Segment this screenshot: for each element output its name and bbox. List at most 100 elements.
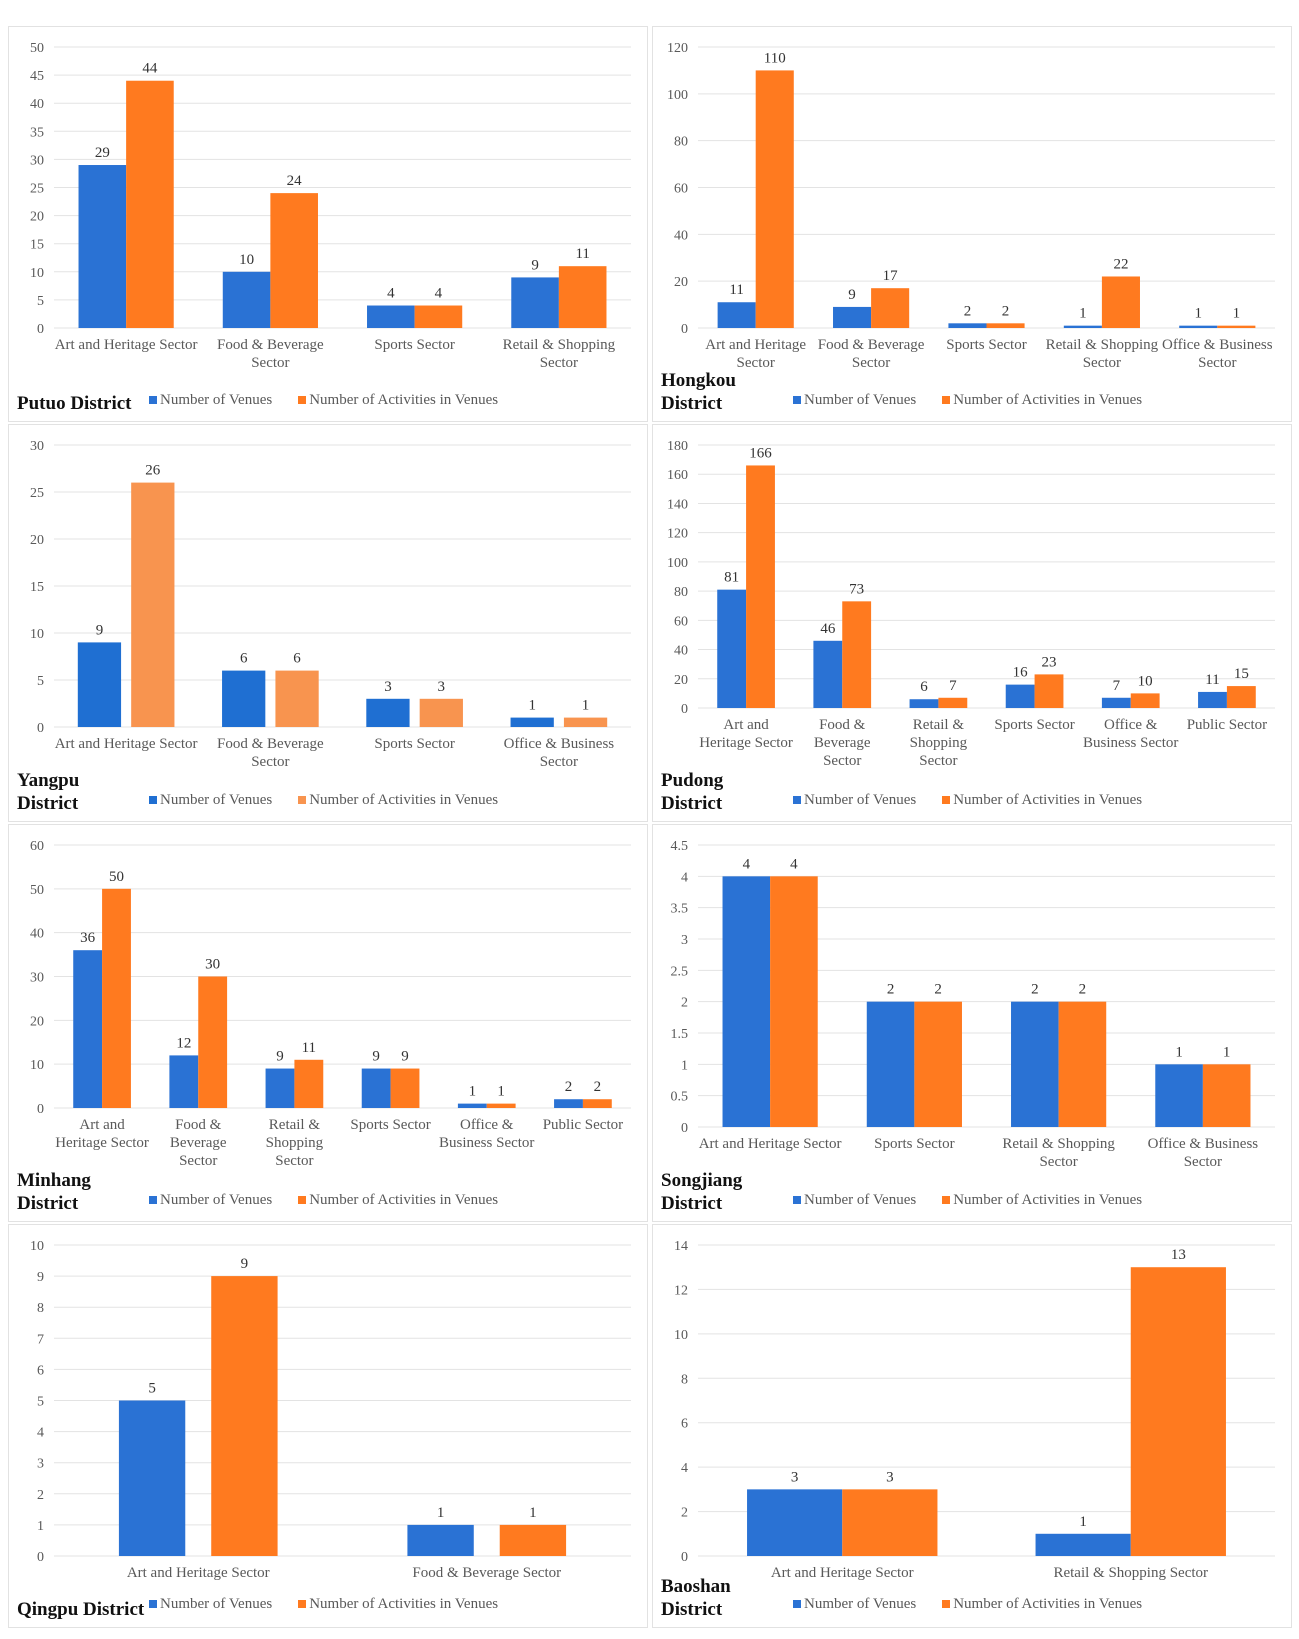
legend-label: Number of Activities in Venues bbox=[953, 792, 1143, 808]
legend-swatch bbox=[149, 796, 157, 804]
legend-label: Number of Venues bbox=[160, 392, 273, 408]
x-tick-label: Office & Business Sector bbox=[1147, 1136, 1259, 1170]
bar bbox=[842, 1489, 938, 1556]
legend-label: Number of Activities in Venues bbox=[953, 1596, 1143, 1612]
legend-item: Number of Venues bbox=[793, 1596, 916, 1613]
chart-panel: 0 10 20 30 40 50 60 36 12 9 9 1 2 50 30 11 9 1 2 Art and He… bbox=[8, 824, 648, 1222]
legend-item: Number of Activities in Venues bbox=[298, 392, 498, 409]
y-tick-label: 120 bbox=[667, 41, 688, 56]
data-label: 4 bbox=[743, 856, 751, 872]
y-tick-label: 10 bbox=[30, 627, 44, 642]
data-label: 4 bbox=[790, 856, 798, 872]
y-tick-label: 160 bbox=[667, 468, 688, 483]
data-label: 2 bbox=[565, 1079, 573, 1095]
legend-item: Number of Activities in Venues bbox=[942, 392, 1142, 409]
data-label: 2 bbox=[1031, 982, 1039, 998]
bar bbox=[419, 698, 463, 727]
bar bbox=[486, 1103, 516, 1108]
y-tick-label: 6 bbox=[37, 1363, 44, 1378]
bar bbox=[871, 288, 910, 328]
data-label: 2 bbox=[594, 1079, 602, 1095]
data-label: 30 bbox=[205, 957, 220, 973]
chart-title: Baoshan District bbox=[661, 1576, 731, 1620]
legend-swatch bbox=[793, 1600, 801, 1608]
data-label: 6 bbox=[240, 651, 248, 667]
data-label: 12 bbox=[176, 1035, 191, 1051]
y-tick-label: 4 bbox=[37, 1426, 44, 1441]
y-tick-label: 5 bbox=[37, 1395, 44, 1410]
bar bbox=[1202, 1064, 1251, 1127]
legend-swatch bbox=[149, 1196, 157, 1204]
data-label: 1 bbox=[469, 1084, 477, 1100]
legend-swatch bbox=[942, 396, 951, 404]
y-tick-label: 35 bbox=[30, 125, 44, 140]
bar bbox=[414, 305, 463, 328]
bar bbox=[558, 266, 607, 328]
x-tick-label: Sports Sector bbox=[994, 717, 1075, 733]
legend: Number of Venues Number of Activities in … bbox=[793, 1596, 1142, 1613]
data-label: 3 bbox=[384, 679, 392, 695]
bar bbox=[510, 717, 554, 727]
x-tick-label: Retail & Shopping Sector bbox=[265, 1117, 324, 1169]
bar bbox=[755, 70, 794, 328]
bar bbox=[198, 976, 228, 1108]
data-label: 1 bbox=[1079, 306, 1087, 322]
chart-title: Putuo District bbox=[17, 393, 132, 414]
y-tick-label: 180 bbox=[667, 439, 688, 454]
legend-item: Number of Venues bbox=[149, 1596, 272, 1613]
data-label: 22 bbox=[1113, 256, 1128, 272]
data-label: 13 bbox=[1171, 1247, 1186, 1263]
y-tick-label: 30 bbox=[30, 439, 44, 454]
bar bbox=[169, 1055, 199, 1108]
legend: Number of Venues Number of Activities in … bbox=[149, 1596, 498, 1613]
legend-item: Number of Activities in Venues bbox=[298, 1596, 498, 1613]
bar bbox=[1035, 1533, 1131, 1556]
y-tick-label: 15 bbox=[30, 238, 44, 253]
y-tick-label: 0 bbox=[37, 1550, 44, 1565]
y-tick-label: 20 bbox=[30, 210, 44, 225]
data-label: 1 bbox=[582, 698, 590, 714]
legend-label: Number of Activities in Venues bbox=[953, 392, 1143, 408]
bar bbox=[866, 1001, 915, 1127]
bar bbox=[222, 271, 271, 328]
legend-item: Number of Venues bbox=[793, 792, 916, 809]
bar bbox=[747, 1489, 843, 1556]
x-tick-label: Food & Beverage Sector bbox=[412, 1565, 562, 1581]
legend-label: Number of Activities in Venues bbox=[309, 1596, 499, 1612]
chart-title: Minhang District bbox=[17, 1170, 91, 1214]
y-tick-label: 140 bbox=[667, 497, 688, 512]
bar bbox=[457, 1103, 487, 1108]
y-tick-label: 4.5 bbox=[671, 839, 689, 854]
x-tick-label: Public Sector bbox=[1186, 717, 1268, 733]
y-tick-label: 80 bbox=[674, 585, 688, 600]
chart-title: Yangpu District bbox=[17, 770, 80, 814]
data-label: 11 bbox=[729, 282, 743, 298]
chart-panel: 0 0.5 1 1.5 2 2.5 3 3.5 4 4.5 4 2 2 1 4 2 2 1 Art and Heri… bbox=[652, 824, 1292, 1222]
y-tick-label: 6 bbox=[681, 1417, 688, 1432]
legend-item: Number of Activities in Venues bbox=[942, 1596, 1142, 1613]
data-label: 4 bbox=[435, 286, 443, 302]
bar bbox=[1101, 276, 1140, 328]
data-label: 81 bbox=[724, 570, 739, 586]
legend-label: Number of Venues bbox=[160, 1192, 273, 1208]
y-tick-label: 80 bbox=[674, 135, 688, 150]
bar bbox=[1217, 325, 1256, 328]
data-label: 50 bbox=[109, 869, 124, 885]
y-tick-label: 100 bbox=[667, 88, 688, 103]
chart: 0 1 2 3 4 5 6 7 8 9 10 5 1 9 1 bbox=[30, 1239, 631, 1565]
bar bbox=[1011, 1001, 1059, 1127]
data-label: 73 bbox=[849, 581, 864, 597]
y-tick-label: 30 bbox=[30, 153, 44, 168]
chart: 0 5 10 15 20 25 30 35 40 45 50 29 10 4 9 44 24 4 11 bbox=[30, 41, 631, 337]
data-label: 5 bbox=[148, 1381, 156, 1397]
legend-swatch bbox=[942, 1196, 951, 1204]
legend-item: Number of Venues bbox=[793, 1192, 916, 1209]
x-tick-label: Art and Heritage Sector bbox=[698, 1136, 842, 1152]
y-tick-label: 1.5 bbox=[671, 1027, 689, 1042]
x-tick-label: Retail & Shopping Sector bbox=[1002, 1136, 1115, 1170]
bar bbox=[717, 589, 747, 708]
data-label: 7 bbox=[1113, 678, 1121, 694]
